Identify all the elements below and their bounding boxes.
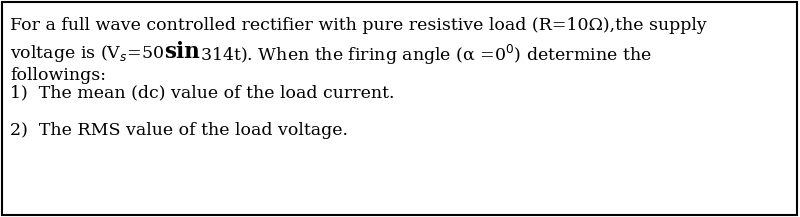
Text: For a full wave controlled rectifier with pure resistive load (R=10Ω),the supply: For a full wave controlled rectifier wit…: [10, 17, 706, 34]
Text: voltage is (V$_s$=50: voltage is (V$_s$=50: [10, 43, 164, 64]
Text: sin: sin: [164, 41, 200, 64]
Text: followings:: followings:: [10, 67, 106, 84]
Text: 314t). When the firing angle (α =0$^0$) determine the: 314t). When the firing angle (α =0$^0$) …: [200, 43, 651, 67]
Text: 1)  The mean (dc) value of the load current.: 1) The mean (dc) value of the load curre…: [10, 84, 394, 101]
Text: 2)  The RMS value of the load voltage.: 2) The RMS value of the load voltage.: [10, 122, 348, 139]
